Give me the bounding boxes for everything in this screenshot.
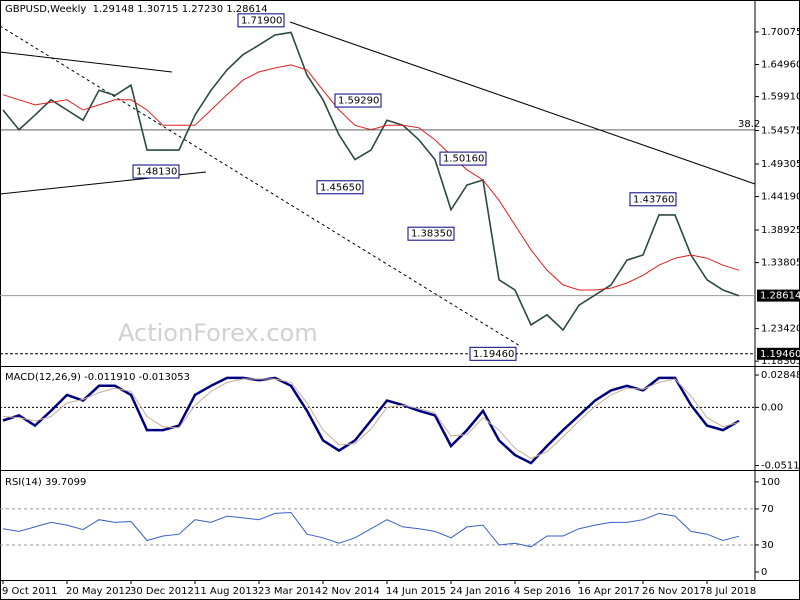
y-tick-label: 1.64960 <box>761 59 800 70</box>
chart-title: GBPUSD,Weekly 1.29148 1.30715 1.27230 1.… <box>5 4 268 15</box>
last-price-label: 1.28614 <box>760 291 800 302</box>
series-line <box>2 378 740 460</box>
trend-line <box>289 21 756 185</box>
x-tick-label: 9 Oct 2011 <box>2 586 57 597</box>
x-tick-label: 24 Jan 2016 <box>450 586 510 597</box>
price-annotation: 1.71900 <box>241 15 282 26</box>
y-tick-label: 30 <box>761 540 774 551</box>
y-tick-label: 1.18305 <box>761 356 800 367</box>
series-line <box>2 31 740 332</box>
price-annotation: 1.45650 <box>320 182 361 193</box>
y-tick-label: 1.70075 <box>761 27 800 38</box>
y-tick-label: 70 <box>761 504 774 515</box>
watermark: ActionForex.com <box>118 319 318 347</box>
y-tick-label: 1.59910 <box>761 92 800 103</box>
x-tick-label: 14 Jun 2015 <box>386 586 446 597</box>
series-line <box>2 376 740 465</box>
low-label: 1.19460 <box>760 349 800 360</box>
price-annotation: 1.38350 <box>411 229 452 240</box>
price-annotation-box <box>469 346 517 361</box>
price-annotation-box <box>237 13 285 28</box>
x-tick-label: 23 Mar 2014 <box>258 586 321 597</box>
price-annotation-box <box>407 226 455 241</box>
x-tick-label: 8 Jul 2018 <box>706 586 756 597</box>
low-box <box>757 347 800 360</box>
price-annotation-box <box>439 151 487 166</box>
panel-title: RSI(14) 39.7099 <box>5 477 86 488</box>
price-annotation-box <box>132 164 180 179</box>
trend-line <box>0 51 173 73</box>
fib-label: 38.2 <box>738 119 760 130</box>
y-tick-label: 1.33805 <box>761 258 800 269</box>
x-tick-label: 16 Apr 2017 <box>578 586 640 597</box>
y-tick-label: 0.00 <box>761 402 783 413</box>
price-annotation: 1.48130 <box>136 166 177 177</box>
series-line <box>2 511 740 548</box>
y-tick-label: 1.38925 <box>761 225 800 236</box>
y-tick-label: -0.051125 <box>761 460 800 471</box>
price-annotation-box <box>316 180 364 195</box>
y-tick-label: 1.49305 <box>761 159 800 170</box>
y-tick-label: 0 <box>761 567 767 578</box>
y-tick-label: 1.54575 <box>761 126 800 137</box>
price-annotation-box <box>629 192 677 207</box>
price-annotation: 1.43760 <box>633 194 674 205</box>
last-price-box <box>757 289 800 302</box>
price-annotation: 1.19460 <box>473 349 514 360</box>
price-annotation: 1.50160 <box>443 154 484 165</box>
x-tick-label: 30 Dec 2012 <box>130 586 194 597</box>
y-tick-label: 1.23420 <box>761 324 800 335</box>
x-tick-label: 20 May 2012 <box>66 586 131 597</box>
x-tick-label: 4 Sep 2016 <box>514 586 571 597</box>
y-tick-label: 0.028489 <box>761 370 800 381</box>
price-annotation: 1.59290 <box>338 96 379 107</box>
x-tick-label: 11 Aug 2013 <box>194 586 258 597</box>
y-tick-label: 100 <box>761 477 780 488</box>
price-annotation-box <box>334 93 382 108</box>
series-line <box>2 64 740 291</box>
panel-title: MACD(12,26,9) -0.011910 -0.013053 <box>5 372 190 383</box>
x-tick-label: 2 Nov 2014 <box>322 586 380 597</box>
x-tick-label: 26 Nov 2017 <box>642 586 706 597</box>
y-tick-label: 1.44190 <box>761 192 800 203</box>
